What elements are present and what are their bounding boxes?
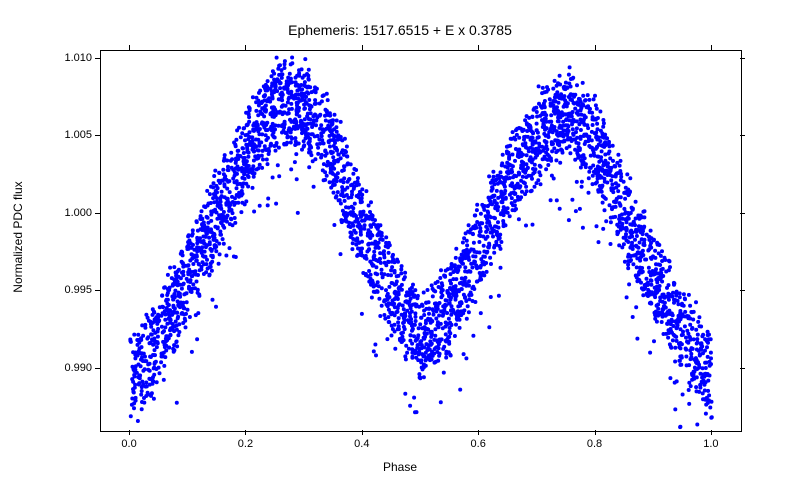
y-axis-label: Normalized PDC flux — [11, 167, 25, 307]
x-tick-label: 0.0 — [121, 438, 136, 450]
x-tick — [595, 430, 596, 435]
y-tick — [740, 290, 745, 291]
x-tick — [245, 45, 246, 50]
x-axis-label: Phase — [0, 460, 800, 474]
x-tick — [595, 45, 596, 50]
y-tick-label: 1.000 — [50, 207, 92, 219]
plot-area — [100, 50, 742, 432]
y-tick — [740, 213, 745, 214]
y-tick-label: 1.010 — [50, 52, 92, 64]
x-tick-label: 0.2 — [238, 438, 253, 450]
y-tick — [740, 368, 745, 369]
y-tick — [95, 135, 100, 136]
x-tick — [362, 45, 363, 50]
x-tick — [129, 430, 130, 435]
y-tick — [740, 135, 745, 136]
y-tick — [95, 290, 100, 291]
y-tick — [95, 58, 100, 59]
x-tick — [478, 430, 479, 435]
x-tick-label: 1.0 — [703, 438, 718, 450]
x-tick — [129, 45, 130, 50]
x-tick — [711, 430, 712, 435]
x-tick-label: 0.6 — [471, 438, 486, 450]
x-tick-label: 0.4 — [354, 438, 369, 450]
y-tick-label: 0.990 — [50, 362, 92, 374]
y-tick-label: 1.005 — [50, 129, 92, 141]
y-tick — [95, 368, 100, 369]
y-tick-label: 0.995 — [50, 284, 92, 296]
x-tick-label: 0.8 — [587, 438, 602, 450]
scatter-points — [101, 51, 741, 431]
x-tick — [711, 45, 712, 50]
x-tick — [478, 45, 479, 50]
chart-title: Ephemeris: 1517.6515 + E x 0.3785 — [0, 22, 800, 38]
phase-flux-chart: Ephemeris: 1517.6515 + E x 0.3785 Normal… — [0, 0, 800, 500]
y-tick — [95, 213, 100, 214]
x-tick — [362, 430, 363, 435]
y-tick — [740, 58, 745, 59]
x-tick — [245, 430, 246, 435]
